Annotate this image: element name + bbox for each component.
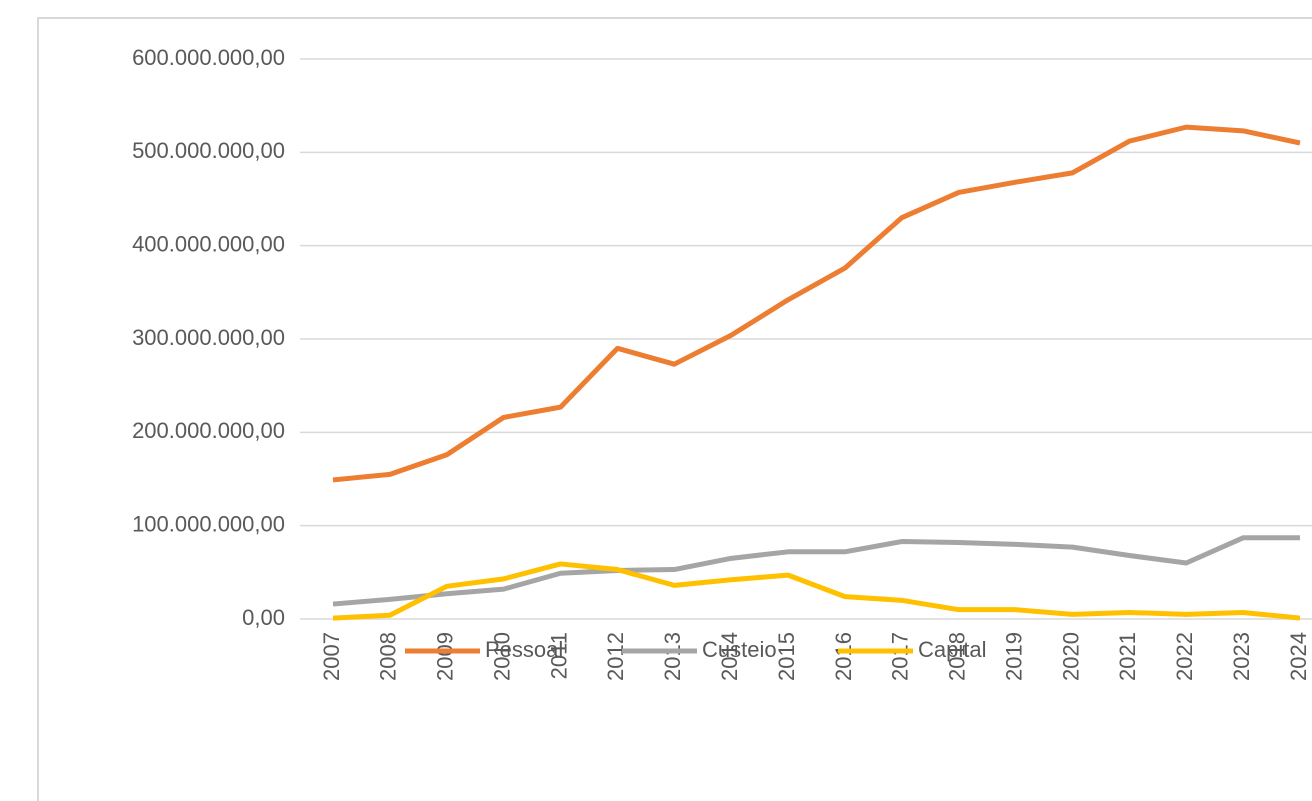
x-tick-label: 2007 [319, 632, 344, 681]
x-tick-label: 2009 [433, 632, 458, 681]
x-tick-label: 2020 [1058, 632, 1083, 681]
x-tick-label: 2022 [1172, 632, 1197, 681]
x-tick-label: 2016 [831, 632, 856, 681]
x-tick-label: 2015 [774, 632, 799, 681]
legend-label: Capital [918, 637, 986, 662]
legend-label: Pessoal [485, 637, 563, 662]
x-tick-label: 2012 [603, 632, 628, 681]
x-tick-label: 2017 [888, 632, 913, 681]
y-tick-label: 0,00 [242, 605, 285, 630]
series-line [332, 535, 1300, 607]
x-tick-label: 2011 [546, 632, 571, 679]
legend-label: Custeio [702, 637, 777, 662]
x-tick-label: 2019 [1001, 632, 1026, 681]
x-tick-label: 2014 [717, 632, 742, 681]
x-tick-label: 2008 [376, 632, 401, 681]
chart-frame [37, 17, 1312, 801]
y-tick-label: 600.000.000,00 [132, 45, 285, 70]
x-tick-label: 2010 [489, 632, 514, 681]
series-line [332, 561, 1301, 621]
series-line [332, 124, 1301, 483]
y-tick-label: 300.000.000,00 [132, 325, 285, 350]
x-tick-label: 2021 [1115, 632, 1140, 681]
y-tick-label: 500.000.000,00 [132, 138, 285, 163]
x-tick-label: 2023 [1229, 632, 1254, 681]
y-tick-label: 200.000.000,00 [132, 418, 285, 443]
y-tick-label: 400.000.000,00 [132, 231, 285, 256]
x-tick-label: 2024 [1286, 632, 1311, 681]
x-tick-label: 2018 [945, 632, 970, 681]
y-tick-label: 100.000.000,00 [132, 511, 285, 536]
x-tick-label: 2013 [660, 632, 685, 681]
